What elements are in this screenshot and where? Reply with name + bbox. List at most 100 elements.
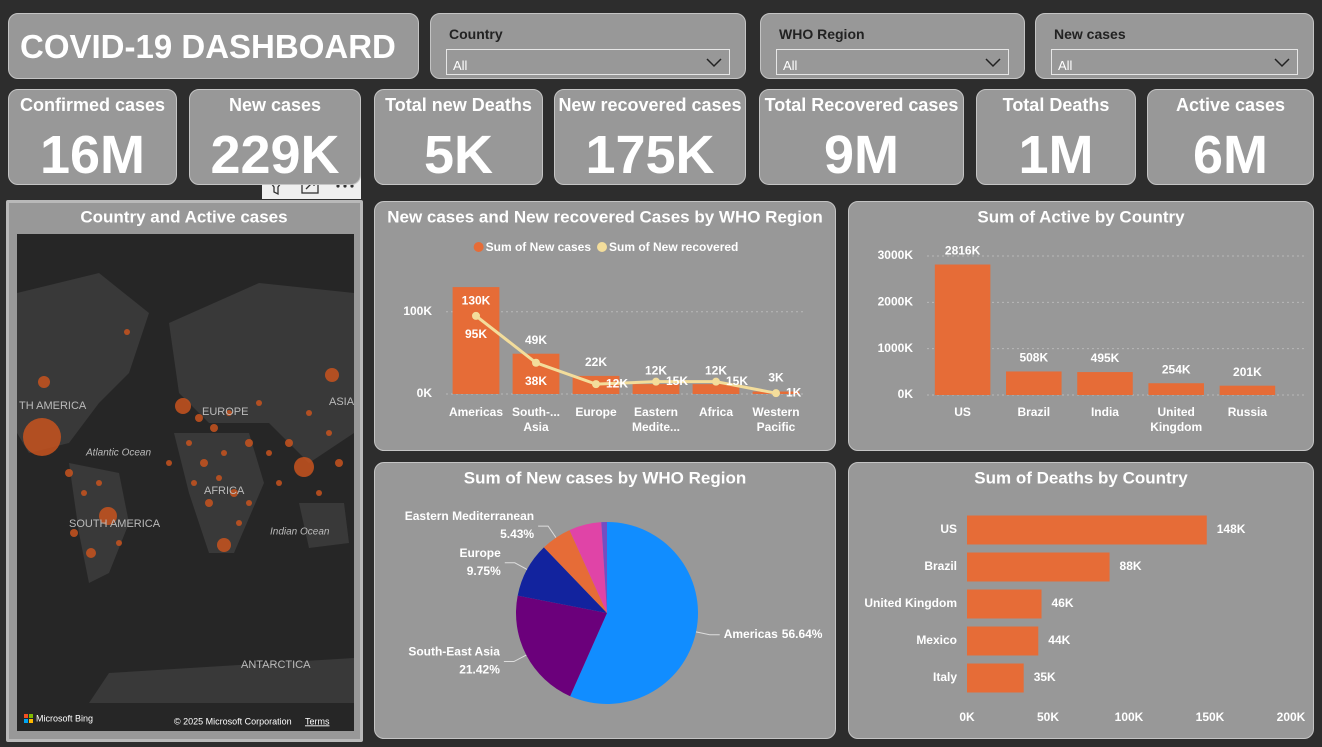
kpi-card: New recovered cases 175K xyxy=(554,89,746,185)
line-marker xyxy=(532,358,540,367)
x-tick-label: India xyxy=(1090,405,1119,419)
data-label: 3K xyxy=(768,371,784,385)
data-label: 44K xyxy=(1048,633,1070,647)
dashboard-title: COVID-19 DASHBOARD xyxy=(20,28,396,65)
map-label: ASIA xyxy=(329,396,355,408)
pie-slice xyxy=(601,522,607,613)
slicer: Country All xyxy=(430,13,746,79)
pie-label: Eastern Mediterranean xyxy=(405,509,534,523)
bar xyxy=(632,384,680,394)
x-tick-wrap: Brazil xyxy=(1017,405,1050,419)
more-icon[interactable] xyxy=(336,184,340,188)
x-tick-wrap: South-... Asia xyxy=(512,405,560,434)
data-label: 15K xyxy=(666,374,688,388)
pie-slice xyxy=(517,547,607,613)
map-terms[interactable]: Terms xyxy=(305,716,330,726)
data-label: 22K xyxy=(585,355,607,369)
kpi-label: New cases xyxy=(228,95,322,115)
pie-slice xyxy=(543,530,607,613)
data-label: 12K xyxy=(705,363,727,377)
bing-logo xyxy=(29,719,33,723)
data-label: 2816K xyxy=(945,244,981,258)
x-tick-label: Europe xyxy=(575,405,617,419)
data-label: 88K xyxy=(1120,559,1142,573)
slicer-dropdown[interactable]: All xyxy=(446,49,730,75)
slicer-value: All xyxy=(783,58,798,73)
chart-panel: New cases and New recovered Cases by WHO… xyxy=(374,201,836,451)
kpi-card: Confirmed cases 16M xyxy=(8,89,177,185)
kpi-label: New recovered cases xyxy=(558,95,742,115)
pie-slice xyxy=(570,522,698,704)
bar xyxy=(967,589,1042,619)
slicer-value: All xyxy=(453,58,468,73)
bar xyxy=(1006,371,1062,395)
pie-label: Americas xyxy=(724,627,778,641)
chart-title: Sum of Active by Country xyxy=(977,207,1185,226)
chart: Sum of Deaths by Country 0K 50K 100K 150K 200… xyxy=(864,468,1306,724)
title-card: COVID-19 DASHBOARD xyxy=(8,13,419,79)
bar xyxy=(692,384,740,394)
map-copyright: © 2025 Microsoft Corporation xyxy=(174,716,292,726)
chevron xyxy=(985,58,1001,68)
map-label: TH AMERICA xyxy=(19,400,87,412)
slicer-dropdown[interactable]: All xyxy=(776,49,1009,75)
x-tick-label: Eastern Medite... xyxy=(631,405,680,434)
map-bubbles xyxy=(23,329,343,558)
bing-logo xyxy=(29,714,33,718)
data-label: 46K xyxy=(1052,596,1074,610)
kpi-label: Total Deaths xyxy=(1002,95,1110,115)
map-logo: Microsoft Bing xyxy=(36,713,93,723)
y-tick-label: 1000K xyxy=(878,341,914,355)
pie-slice xyxy=(569,522,607,613)
bing-logo xyxy=(24,714,28,718)
kpi-value: 5K xyxy=(423,125,494,185)
slicer: WHO Region All xyxy=(760,13,1025,79)
x-tick-label: 0K xyxy=(959,710,975,724)
pie-label: South-East Asia xyxy=(408,645,500,659)
kpi-value: 9M xyxy=(823,125,899,185)
y-tick-label: US xyxy=(940,522,957,536)
x-tick-label: Americas xyxy=(448,405,504,419)
x-tick-label: US xyxy=(954,405,971,419)
kpi-label: Active cases xyxy=(1175,95,1286,115)
line-marker xyxy=(712,377,720,386)
y-tick-label: 0K xyxy=(898,387,914,401)
chart-panel: Sum of Active by Country 0K 1000K 2000K 3000… xyxy=(848,201,1314,451)
slicer-label: Country xyxy=(449,26,503,42)
kpi-label: Total Recovered cases xyxy=(764,95,959,115)
x-tick-label: Western Pacific xyxy=(752,405,800,434)
x-tick-label: 100K xyxy=(1115,710,1144,724)
legend-marker xyxy=(473,242,484,252)
chart-panel: Sum of Deaths by Country 0K 50K 100K 150K 200… xyxy=(848,462,1314,739)
chevron-path xyxy=(985,58,1001,68)
y-tick-label: 0K xyxy=(417,386,433,400)
y-tick-label: 3000K xyxy=(878,248,914,262)
data-label: 148K xyxy=(1217,522,1246,536)
chevron xyxy=(1274,58,1290,68)
x-tick-label: 150K xyxy=(1196,710,1225,724)
map: Country and Active cases xyxy=(17,207,355,731)
data-label: 12K xyxy=(606,376,628,390)
more-icon[interactable] xyxy=(343,184,347,188)
slicer-dropdown[interactable]: All xyxy=(1051,49,1298,75)
y-tick-label: United Kingdom xyxy=(864,596,957,610)
map-title: Country and Active cases xyxy=(80,207,287,226)
x-tick-label: 50K xyxy=(1037,710,1059,724)
kpi-label: Total new Deaths xyxy=(385,95,532,115)
chart-panel: Sum of New cases by WHO Region Americas 56… xyxy=(374,462,836,739)
leader-line xyxy=(504,562,528,570)
more-icon[interactable] xyxy=(350,184,354,188)
slicer-value: All xyxy=(1058,58,1073,73)
pie-value-label: 5.43% xyxy=(500,527,534,541)
chart-title: New cases and New recovered Cases by WHO… xyxy=(387,207,823,226)
leader-line xyxy=(695,631,720,636)
line-marker xyxy=(652,377,660,386)
x-tick-label: Africa xyxy=(698,405,733,419)
x-tick-label: United Kingdom xyxy=(1150,405,1203,434)
map-label: EUROPE xyxy=(202,406,248,418)
x-tick-wrap: Western Pacific xyxy=(752,405,800,434)
slicer: New cases All xyxy=(1035,13,1314,79)
x-tick-label: 200K xyxy=(1277,710,1306,724)
pie-label: Europe xyxy=(459,546,501,560)
